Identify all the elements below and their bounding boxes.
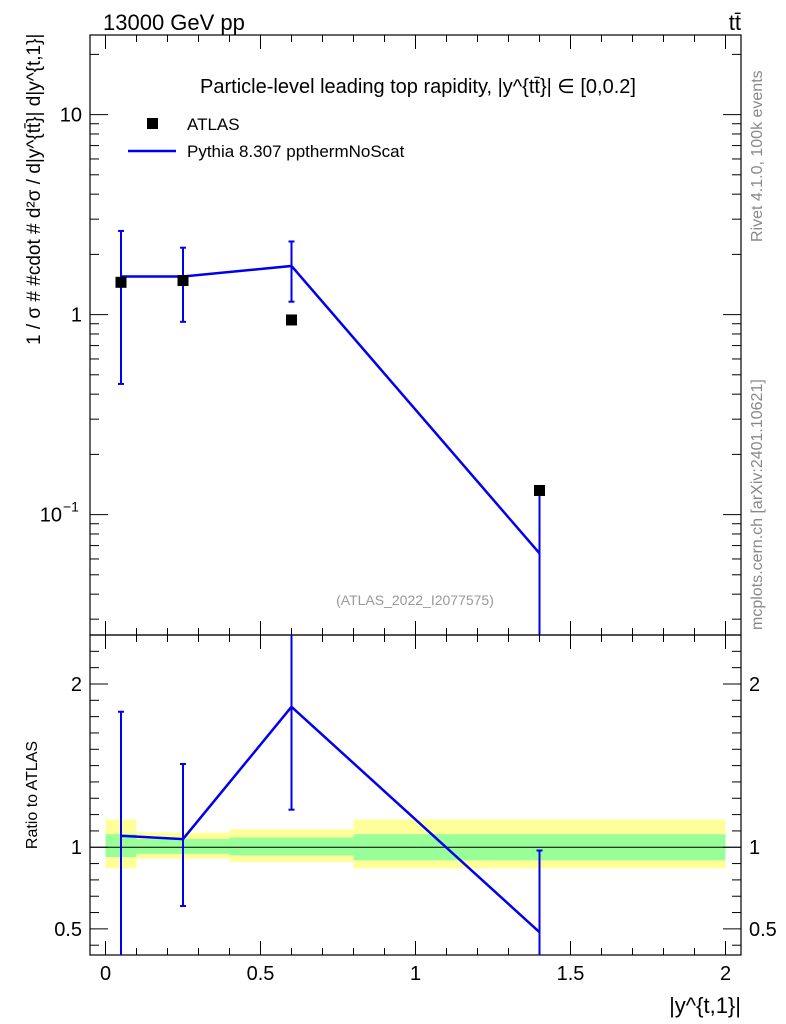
rivet-version-label: Rivet 4.1.0, 100k events [749,70,766,242]
mcplots-label: mcplots.cern.ch [arXiv:2401.10621] [749,379,766,630]
y-tick-label-exponent: −1 [63,499,79,515]
ratio-y-axis-label: Ratio to ATLAS [24,741,41,849]
legend-marker-atlas [147,118,158,129]
x-tick-label: 1 [410,963,421,985]
y-tick-label-main: 10 [40,505,62,527]
y-tick-label-ratio-left: 1 [71,837,82,859]
series [115,229,545,955]
x-tick-label: 1.5 [557,963,585,985]
atlas-data-point [115,276,127,288]
ratio-uncertainty-bands [105,819,726,869]
atlas-data-point [534,484,545,496]
x-axis-label: |y^{t,1}| [669,993,741,1018]
mc-line-ratio [120,705,541,934]
plot-title: Particle-level leading top rapidity, |y^… [200,76,636,98]
legend-label-atlas: ATLAS [187,115,240,134]
y-tick-label-ratio-right: 1 [749,837,760,859]
y-tick-label-main: 1 [71,305,82,327]
band-inner-2 [229,837,354,856]
analysis-watermark: (ATLAS_2022_I2077575) [336,592,494,608]
x-tick-label: 0.5 [247,963,275,985]
header-energy-label: 13000 GeV pp [103,10,245,35]
x-tick-label: 2 [720,963,731,985]
header-process-label: tt̄ [729,10,741,35]
atlas-data-point [177,275,189,287]
y-tick-label-ratio-right: 0.5 [749,919,777,941]
atlas-data-point [286,314,297,326]
mc-line-main [121,264,541,555]
x-tick-label: 0 [100,963,111,985]
y-tick-label-main: 10 [60,105,82,127]
y-tick-label-ratio-left: 0.5 [54,919,82,941]
y-tick-label-ratio-left: 2 [71,674,82,696]
y-tick-label-ratio-right: 2 [749,674,760,696]
main-y-axis-label: 1 / σ # #cdot # d²σ / d|y^{tt̄}| d|y^{t,… [24,34,45,345]
legend-label-pythia: Pythia 8.307 ppthermNoScat [187,142,405,161]
ratio-frame [89,634,742,956]
